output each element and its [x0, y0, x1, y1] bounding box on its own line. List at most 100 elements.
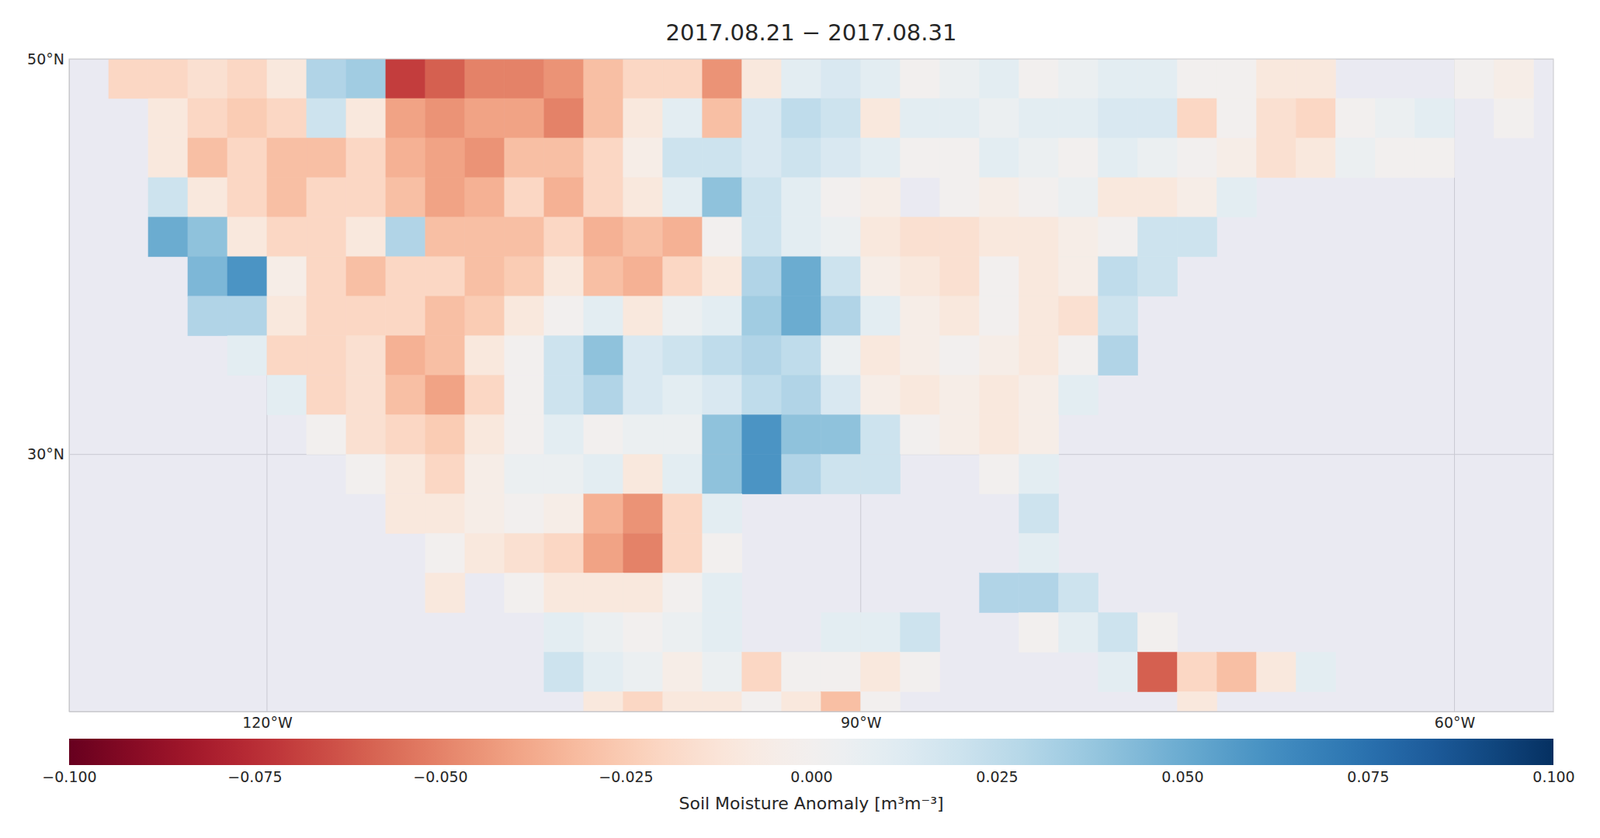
cell [1138, 256, 1178, 297]
cell [900, 652, 941, 693]
cell [1256, 59, 1297, 99]
x-tick-label: 120°W [242, 714, 293, 732]
cell [821, 256, 861, 297]
cell [1019, 415, 1059, 455]
x-tick-label: 60°W [1434, 714, 1476, 732]
cell [544, 59, 584, 99]
cell [860, 613, 901, 653]
cell [702, 336, 743, 376]
cell [267, 256, 307, 297]
cell [346, 217, 386, 257]
cell [1019, 138, 1059, 178]
colorbar-tick: −0.025 [598, 765, 653, 786]
cell [781, 692, 822, 712]
cell [662, 375, 703, 416]
cell [465, 415, 505, 455]
cell [702, 217, 743, 257]
cell [900, 336, 941, 376]
cell [662, 256, 703, 297]
cell [702, 59, 743, 99]
cell [900, 59, 941, 99]
cell [702, 454, 743, 495]
cell [662, 98, 703, 139]
x-tick: 90°W [840, 711, 882, 732]
cell [702, 296, 743, 337]
chart-root: 120°W90°W60°W30°N50°N2017.08.21 − 2017.0… [0, 0, 1600, 838]
cell [781, 256, 822, 297]
cell [979, 296, 1020, 337]
cell [1177, 98, 1218, 139]
cell [860, 454, 901, 495]
cell [860, 138, 901, 178]
cell [623, 494, 663, 535]
cell [504, 415, 545, 455]
colorbar-tick: 0.100 [1532, 765, 1575, 786]
cell [1058, 336, 1099, 376]
cell [583, 375, 624, 416]
cell [940, 59, 980, 99]
cell [346, 177, 386, 218]
cell [544, 652, 584, 693]
cell [504, 534, 545, 574]
cell [1019, 573, 1059, 614]
cell [385, 177, 426, 218]
cell [544, 573, 584, 614]
cell [781, 296, 822, 337]
cell [583, 454, 624, 495]
cell [267, 98, 307, 139]
cell [662, 336, 703, 376]
cell [742, 256, 782, 297]
colorbar-tick-label: 0.025 [975, 768, 1018, 786]
cell [1375, 138, 1416, 178]
cell [1019, 217, 1059, 257]
cell [465, 256, 505, 297]
cell [1138, 217, 1178, 257]
cell [385, 59, 426, 99]
cell [504, 59, 545, 99]
cell [1494, 98, 1535, 139]
cell [306, 336, 347, 376]
cell [702, 256, 743, 297]
cell [1058, 98, 1099, 139]
cell [623, 59, 663, 99]
y-tick: 30°N [27, 445, 70, 463]
cell [1098, 256, 1139, 297]
cell [1138, 177, 1178, 218]
cell [860, 177, 901, 218]
cell [1177, 177, 1218, 218]
cell [583, 336, 624, 376]
cell [781, 177, 822, 218]
cell [425, 256, 466, 297]
cell [1296, 59, 1337, 99]
cell [940, 415, 980, 455]
cell [1019, 336, 1059, 376]
cell [781, 98, 822, 139]
cell [227, 296, 268, 337]
cell [1019, 375, 1059, 416]
cell [742, 454, 782, 495]
cell [1217, 652, 1257, 693]
cell [1336, 98, 1376, 139]
cell [1098, 177, 1139, 218]
cell [187, 217, 228, 257]
cell [662, 692, 703, 712]
cell [583, 652, 624, 693]
cell [1058, 59, 1099, 99]
cell [1058, 217, 1099, 257]
cell [860, 375, 901, 416]
cell [583, 415, 624, 455]
cell [346, 59, 386, 99]
cell [425, 454, 466, 495]
cell [900, 296, 941, 337]
cell [1019, 613, 1059, 653]
cell [1375, 98, 1416, 139]
cell [1177, 692, 1218, 712]
cell [821, 692, 861, 712]
cell [187, 138, 228, 178]
cell [306, 98, 347, 139]
cell [385, 494, 426, 535]
cell [425, 375, 466, 416]
cell [425, 415, 466, 455]
cell [623, 98, 663, 139]
cell [227, 98, 268, 139]
